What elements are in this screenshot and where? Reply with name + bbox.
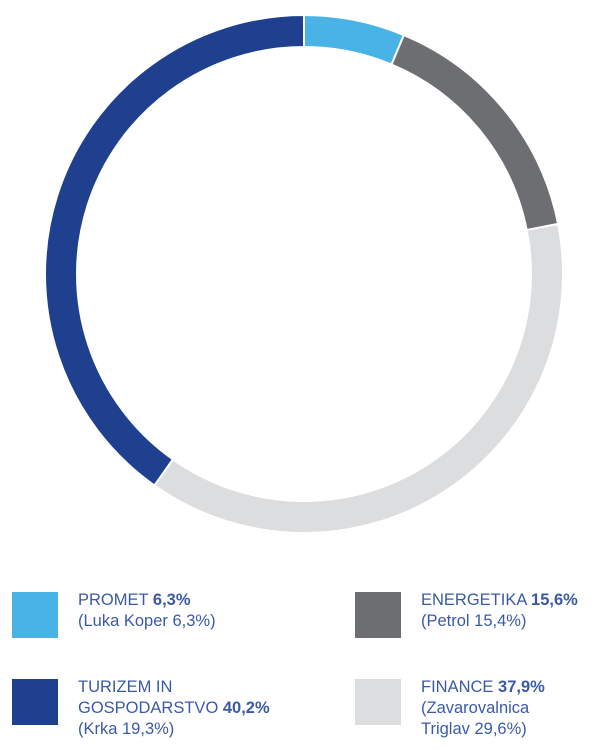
legend-text-finance: FINANCE 37,9% (Zavarovalnica Triglav 29,… — [421, 677, 545, 740]
legend-detail-promet: (Luka Koper 6,3%) — [78, 612, 216, 630]
donut-chart — [44, 13, 564, 534]
legend-item-promet: PROMET 6,3% (Luka Koper 6,3%) — [12, 590, 272, 638]
legend-swatch-energetika — [355, 592, 401, 638]
donut-slice-finance — [153, 222, 564, 534]
legend-detail-finance-line1: (Zavarovalnica — [421, 699, 530, 717]
legend-label-turizem-line1: TURIZEM IN — [78, 678, 173, 696]
legend-value-promet: 6,3% — [152, 591, 191, 609]
legend-text-promet: PROMET 6,3% (Luka Koper 6,3%) — [78, 590, 216, 632]
legend-detail-turizem: (Krka 19,3%) — [78, 720, 175, 738]
legend-item-turizem: TURIZEM IN GOSPODARSTVO 40,2% (Krka 19,3… — [12, 677, 342, 740]
legend-value-turizem: 40,2% — [222, 699, 270, 717]
legend-text-turizem: TURIZEM IN GOSPODARSTVO 40,2% (Krka 19,3… — [78, 677, 270, 740]
donut-slice-turizem-in-gospodarstvo — [44, 13, 305, 487]
legend-swatch-finance — [355, 679, 401, 725]
legend-detail-finance-line2: Triglav 29,6%) — [421, 720, 527, 738]
legend-item-finance: FINANCE 37,9% (Zavarovalnica Triglav 29,… — [355, 677, 605, 740]
legend-label-energetika: ENERGETIKA — [421, 591, 527, 609]
legend-value-finance: 37,9% — [498, 678, 545, 696]
legend-label-turizem-line2: GOSPODARSTVO — [78, 699, 219, 717]
legend-text-energetika: ENERGETIKA 15,6% (Petrol 15,4%) — [421, 590, 578, 632]
legend-item-energetika: ENERGETIKA 15,6% (Petrol 15,4%) — [355, 590, 605, 638]
legend-swatch-turizem — [12, 679, 58, 725]
legend-value-energetika: 15,6% — [531, 591, 578, 609]
donut-slice-promet — [303, 13, 406, 66]
legend-detail-energetika: (Petrol 15,4%) — [421, 612, 527, 630]
donut-slice-energetika — [390, 33, 560, 232]
legend-label-finance: FINANCE — [421, 678, 494, 696]
legend-swatch-promet — [12, 592, 58, 638]
legend-label-promet: PROMET — [78, 591, 149, 609]
